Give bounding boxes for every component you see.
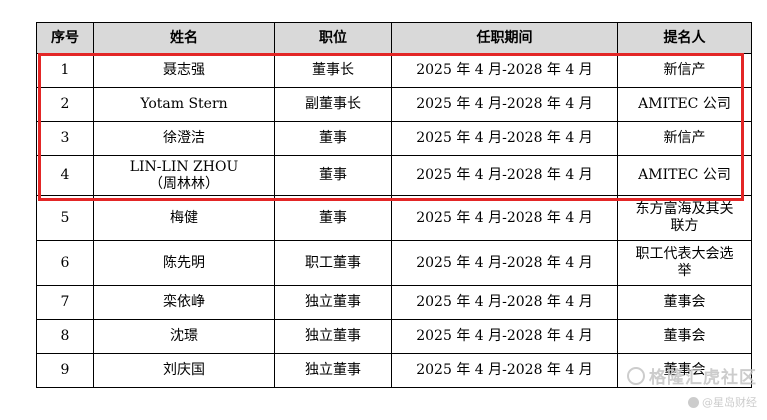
cell-no: 7 <box>36 285 94 320</box>
header-no: 序号 <box>36 22 94 54</box>
cell-name: 徐澄洁 <box>93 121 275 156</box>
board-members-table: 序号 姓名 职位 任职期间 提名人 1 聂志强 董事长 2025 年 4 月-2… <box>36 22 752 388</box>
gelonghui-logo-icon <box>627 366 645 385</box>
cell-nominator-line2: 举 <box>677 263 692 279</box>
cell-position: 董事 <box>274 195 392 241</box>
cell-term: 2025 年 4 月-2028 年 4 月 <box>391 353 618 388</box>
cell-no: 3 <box>36 121 94 156</box>
cell-term: 2025 年 4 月-2028 年 4 月 <box>391 155 618 196</box>
cell-name: 栾依峥 <box>93 285 275 320</box>
cell-name: 梅健 <box>93 195 275 241</box>
cell-term: 2025 年 4 月-2028 年 4 月 <box>391 319 618 354</box>
watermark-line2-text: @星岛财经 <box>702 396 757 409</box>
cell-nominator: 新信产 <box>617 121 752 156</box>
cell-name: 陈先明 <box>93 240 275 286</box>
watermark-line2: @星岛财经 <box>627 394 757 410</box>
header-name: 姓名 <box>93 22 275 54</box>
cell-nominator: 新信产 <box>617 53 752 88</box>
cell-nominator-line1: 东方富海及其关 <box>635 201 734 217</box>
cell-term: 2025 年 4 月-2028 年 4 月 <box>391 121 618 156</box>
table-row: 2 Yotam Stern 副董事长 2025 年 4 月-2028 年 4 月… <box>36 87 752 122</box>
table-row: 8 沈璟 独立董事 2025 年 4 月-2028 年 4 月 董事会 <box>36 319 752 354</box>
cell-name: LIN-LIN ZHOU （周林林） <box>93 155 275 196</box>
cell-no: 5 <box>36 195 94 241</box>
cell-position: 职工董事 <box>274 240 392 286</box>
header-term: 任职期间 <box>391 22 618 54</box>
cell-no: 1 <box>36 53 94 88</box>
cell-no: 9 <box>36 353 94 388</box>
cell-position: 董事 <box>274 155 392 196</box>
cell-name: 聂志强 <box>93 53 275 88</box>
cell-term: 2025 年 4 月-2028 年 4 月 <box>391 195 618 241</box>
cell-position: 独立董事 <box>274 319 392 354</box>
header-nominator: 提名人 <box>617 22 752 54</box>
cell-no: 6 <box>36 240 94 286</box>
table-row: 4 LIN-LIN ZHOU （周林林） 董事 2025 年 4 月-2028 … <box>36 155 752 196</box>
cell-name-line2: （周林林） <box>149 175 219 192</box>
watermark: 格隆汇虎社区 @星岛财经 <box>627 363 757 410</box>
cell-nominator-line1: 职工代表大会选 <box>635 246 734 262</box>
cell-position: 董事长 <box>274 53 392 88</box>
sina-logo-icon <box>688 396 699 408</box>
table-row: 3 徐澄洁 董事 2025 年 4 月-2028 年 4 月 新信产 <box>36 121 752 156</box>
cell-position: 独立董事 <box>274 285 392 320</box>
cell-term: 2025 年 4 月-2028 年 4 月 <box>391 285 618 320</box>
cell-name: 刘庆国 <box>93 353 275 388</box>
header-position: 职位 <box>274 22 392 54</box>
cell-nominator: 东方富海及其关 联方 <box>617 195 752 241</box>
cell-name: Yotam Stern <box>93 87 275 122</box>
cell-position: 董事 <box>274 121 392 156</box>
cell-nominator: AMITEC 公司 <box>617 87 752 122</box>
cell-term: 2025 年 4 月-2028 年 4 月 <box>391 53 618 88</box>
table-row: 1 聂志强 董事长 2025 年 4 月-2028 年 4 月 新信产 <box>36 53 752 88</box>
cell-position: 独立董事 <box>274 353 392 388</box>
cell-nominator: 职工代表大会选 举 <box>617 240 752 286</box>
cell-term: 2025 年 4 月-2028 年 4 月 <box>391 240 618 286</box>
table-header-row: 序号 姓名 职位 任职期间 提名人 <box>36 22 752 54</box>
cell-term: 2025 年 4 月-2028 年 4 月 <box>391 87 618 122</box>
cell-no: 8 <box>36 319 94 354</box>
cell-position: 副董事长 <box>274 87 392 122</box>
table-row: 7 栾依峥 独立董事 2025 年 4 月-2028 年 4 月 董事会 <box>36 285 752 320</box>
cell-nominator: AMITEC 公司 <box>617 155 752 196</box>
watermark-line1-text: 格隆汇虎社区 <box>649 368 757 388</box>
table-row: 6 陈先明 职工董事 2025 年 4 月-2028 年 4 月 职工代表大会选… <box>36 240 752 286</box>
cell-name: 沈璟 <box>93 319 275 354</box>
table-row: 5 梅健 董事 2025 年 4 月-2028 年 4 月 东方富海及其关 联方 <box>36 195 752 241</box>
cell-nominator-line2: 联方 <box>670 218 699 234</box>
cell-nominator: 董事会 <box>617 319 752 354</box>
cell-no: 2 <box>36 87 94 122</box>
cell-name-line1: LIN-LIN ZHOU <box>129 158 239 175</box>
watermark-line1: 格隆汇虎社区 <box>627 363 757 388</box>
cell-nominator: 董事会 <box>617 285 752 320</box>
cell-no: 4 <box>36 155 94 196</box>
